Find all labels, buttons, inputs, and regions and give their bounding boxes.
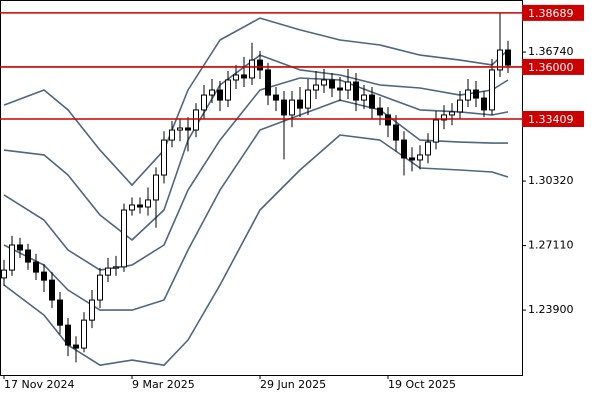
candle-body [177, 127, 183, 131]
candle-body [353, 81, 359, 101]
candle-body [385, 114, 391, 126]
x-tick-label: 9 Mar 2025 [132, 378, 195, 391]
candle-body [129, 204, 135, 211]
candle-body [161, 139, 167, 176]
candle-body [457, 99, 463, 113]
candle-body [281, 99, 287, 116]
candle-body [169, 129, 175, 141]
candle-body [17, 244, 23, 251]
candle-body [417, 154, 423, 161]
candle-body [265, 69, 271, 96]
candle-body [233, 74, 239, 81]
x-tick-label: 29 Jun 2025 [260, 378, 326, 391]
candle-body [257, 59, 263, 71]
candle-body [321, 79, 327, 86]
candle-body [345, 81, 351, 91]
y-tick-label: 1.30320 [528, 174, 574, 187]
candle-body [153, 174, 159, 201]
candle-body [409, 157, 415, 161]
band-line [3, 99, 508, 311]
candle-body [329, 79, 335, 89]
y-tick-label: 1.23900 [528, 303, 574, 316]
candle-body [73, 344, 79, 349]
candle-body [89, 299, 95, 321]
candle-body [145, 199, 151, 208]
candle-body [289, 99, 295, 116]
candle-body [337, 87, 343, 91]
candle-body [81, 319, 87, 349]
candle-body [241, 74, 247, 79]
candle-body [481, 97, 487, 111]
band-line [3, 134, 509, 366]
level-label-box [522, 58, 584, 75]
candle-body [305, 89, 311, 109]
band-line [3, 77, 509, 271]
candle-body [313, 84, 319, 91]
candle-body [425, 141, 431, 156]
y-tick-label: 1.36740 [528, 45, 574, 58]
candle-body [441, 114, 447, 121]
level-label: 1.36000 [528, 61, 574, 74]
candle-body [393, 124, 399, 141]
candle-body [361, 94, 367, 101]
level-label-box [522, 4, 584, 21]
candle-body [369, 94, 375, 109]
candle-body [201, 94, 207, 111]
y-tick-label: 1.27110 [528, 239, 574, 252]
candle-body [33, 261, 39, 273]
candle-body [41, 271, 47, 281]
level-label: 1.38689 [528, 7, 574, 20]
candle-body [137, 204, 143, 208]
candle-body [185, 127, 191, 131]
candle-body [113, 266, 119, 269]
candle-body [489, 69, 495, 111]
candle-body [193, 109, 199, 131]
candle-body [1, 269, 7, 279]
candle-body [297, 99, 303, 109]
candle-body [249, 59, 255, 79]
level-label-box [522, 110, 584, 127]
candle-body [105, 267, 111, 276]
candle-body [225, 79, 231, 101]
candle-body [97, 274, 103, 301]
candle-body [505, 49, 511, 66]
candle-body [433, 119, 439, 143]
candle-body [57, 299, 63, 326]
candle-body [49, 279, 55, 301]
candle-body [209, 89, 215, 96]
candle-body [121, 209, 127, 268]
candle-body [401, 139, 407, 159]
candle-body [217, 89, 223, 101]
x-tick-label: 17 Nov 2024 [4, 378, 74, 391]
candle-body [497, 49, 503, 71]
candle-body [25, 249, 31, 263]
candle-body [449, 111, 455, 116]
candle-body [273, 94, 279, 101]
level-label: 1.33409 [528, 113, 574, 126]
band-line [3, 54, 509, 241]
candle-body [473, 89, 479, 99]
band-line [3, 17, 509, 186]
x-tick-label: 19 Oct 2025 [388, 378, 456, 391]
candle-body [9, 244, 15, 271]
candle-body [465, 89, 471, 101]
candle-body [377, 107, 383, 116]
candle-body [65, 324, 71, 346]
